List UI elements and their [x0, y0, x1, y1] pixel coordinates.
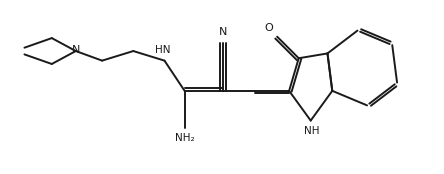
Text: N: N	[71, 45, 80, 55]
Text: NH₂: NH₂	[175, 133, 194, 143]
Text: NH: NH	[305, 126, 320, 136]
Text: O: O	[265, 23, 274, 33]
Text: HN: HN	[155, 45, 170, 55]
Text: N: N	[219, 27, 227, 37]
